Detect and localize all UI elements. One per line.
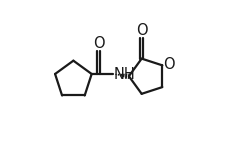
Text: O: O [93, 36, 104, 51]
Text: O: O [136, 23, 147, 38]
Text: O: O [163, 57, 174, 72]
Text: NH: NH [114, 67, 135, 82]
